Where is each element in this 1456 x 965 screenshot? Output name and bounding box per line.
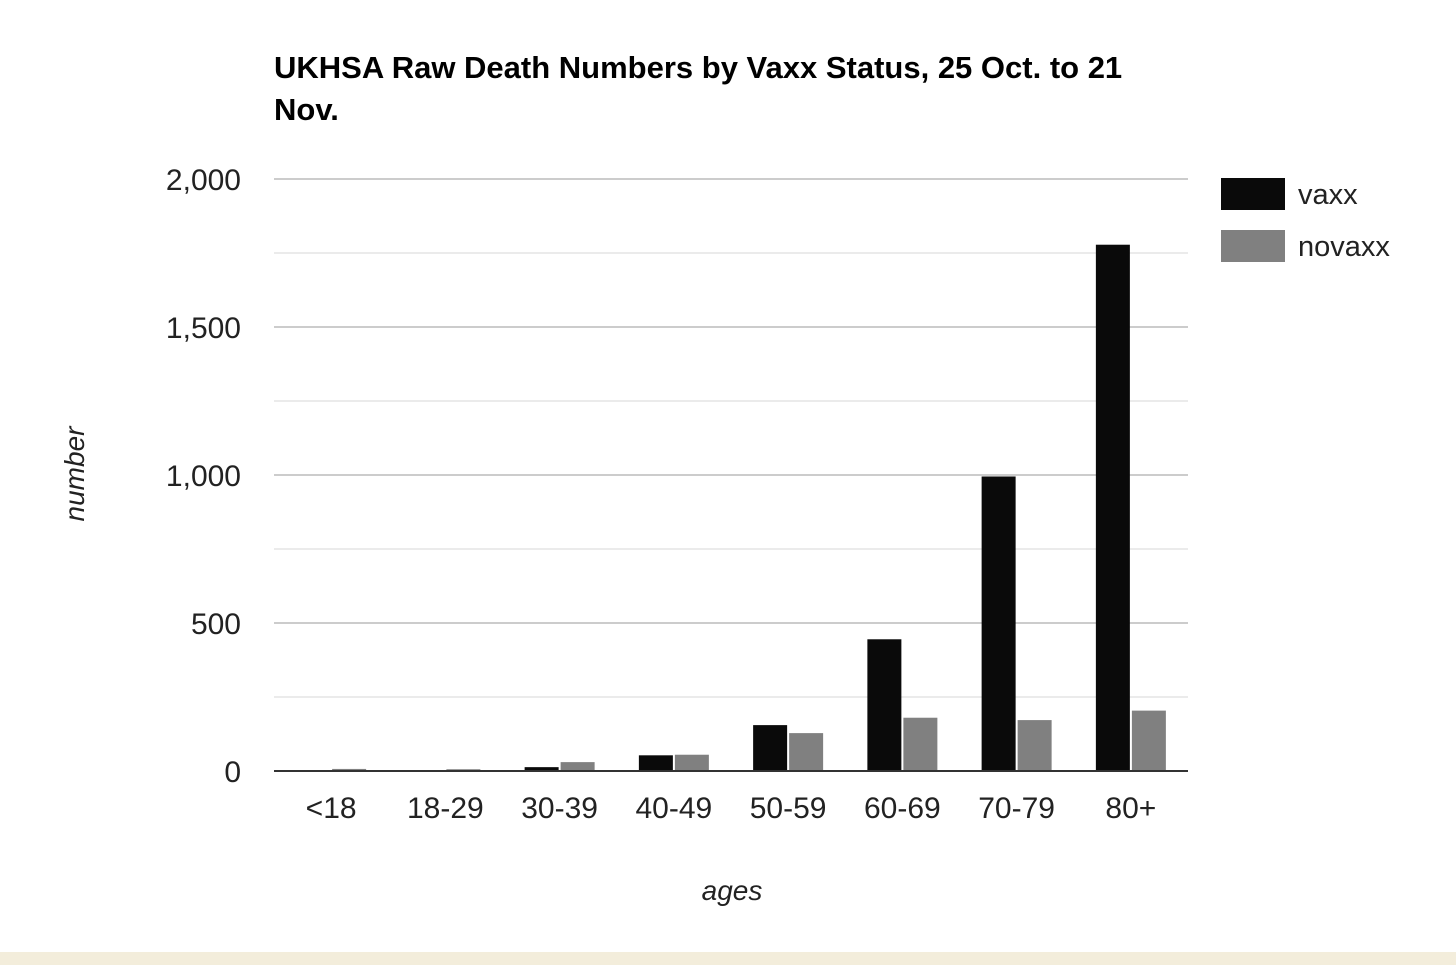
bar-novaxx <box>789 733 824 771</box>
bar-vaxx <box>1095 244 1130 771</box>
page-footer-band <box>0 952 1456 965</box>
bar-novaxx <box>560 762 595 771</box>
legend-swatch-vaxx <box>1221 178 1285 210</box>
y-tick-label: 1,500 <box>166 312 241 345</box>
x-tick-label: <18 <box>306 792 357 825</box>
y-axis-ticks: 0 500 1,000 1,500 2,000 <box>166 164 241 789</box>
bar-novaxx <box>903 717 938 771</box>
bar-novaxx <box>1131 710 1166 771</box>
x-axis-title: ages <box>702 875 763 906</box>
bars <box>296 244 1166 771</box>
legend-label-novaxx: novaxx <box>1298 231 1390 263</box>
x-axis-ticks: <18 18-29 30-39 40-49 50-59 60-69 70-79 80+ <box>306 792 1157 825</box>
x-tick-label: 40-49 <box>636 792 713 825</box>
chart-title-line-2: Nov. <box>274 92 339 127</box>
bar-vaxx <box>638 755 673 771</box>
bar-novaxx <box>1017 720 1052 771</box>
x-tick-label: 30-39 <box>521 792 598 825</box>
bar-vaxx <box>524 767 559 771</box>
y-tick-label: 0 <box>224 756 241 789</box>
y-tick-label: 500 <box>191 608 241 641</box>
bar-novaxx <box>332 768 367 771</box>
x-tick-label: 60-69 <box>864 792 941 825</box>
y-axis-title: number <box>59 425 90 522</box>
gridlines <box>274 178 1188 698</box>
x-tick-label: 80+ <box>1105 792 1156 825</box>
x-tick-label: 50-59 <box>750 792 827 825</box>
y-tick-label: 1,000 <box>166 460 241 493</box>
bar-vaxx <box>867 639 902 771</box>
x-tick-label: 18-29 <box>407 792 484 825</box>
bar-vaxx <box>753 725 788 771</box>
y-tick-label: 2,000 <box>166 164 241 197</box>
bar-vaxx <box>981 476 1016 771</box>
legend-swatch-novaxx <box>1221 230 1285 262</box>
bar-novaxx <box>674 754 709 771</box>
chart-title-line-1: UKHSA Raw Death Numbers by Vaxx Status, … <box>274 50 1122 85</box>
legend: vaxx novaxx <box>1221 178 1390 263</box>
legend-label-vaxx: vaxx <box>1298 179 1358 211</box>
x-tick-label: 70-79 <box>978 792 1055 825</box>
